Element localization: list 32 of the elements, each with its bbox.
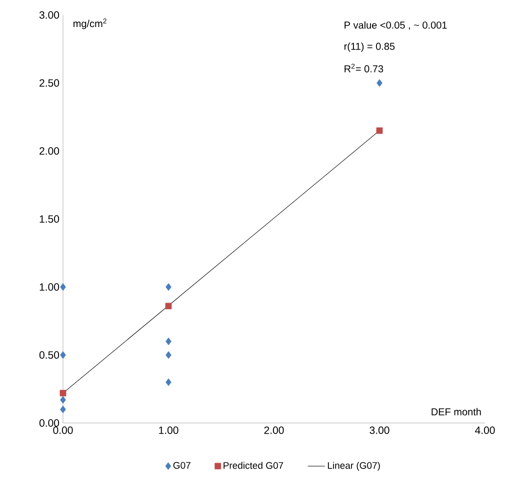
y-tick-label: 0.00 (39, 419, 60, 427)
x-tick-label: 4.00 (475, 426, 495, 434)
x-tick-label: 3.00 (370, 426, 390, 434)
point (60, 396, 66, 404)
y-tick-label: 0.50 (39, 351, 60, 359)
legend-label: G07 (173, 462, 190, 469)
point (376, 127, 383, 134)
legend-label: Linear (G07) (328, 462, 380, 471)
point (166, 283, 172, 291)
point (376, 79, 382, 87)
y-tick-label: 3.00 (39, 11, 60, 19)
annotation: P value <0.05 , ~ 0.001 (344, 21, 447, 30)
y-tick-label: 2.50 (40, 79, 60, 87)
y-tick-label: 1.50 (40, 215, 60, 223)
point (165, 302, 172, 310)
x-axis-title: DEF month (432, 408, 481, 416)
point (60, 351, 66, 359)
point (166, 378, 172, 386)
y-tick-label: 1.00 (40, 283, 60, 291)
point (60, 390, 66, 396)
y-axis-title: mg/cm$^{2}$ (74, 18, 106, 30)
x-tick-label: 2.00 (264, 426, 284, 434)
y-tick-label: 2.00 (40, 147, 60, 155)
point (166, 351, 172, 359)
point (60, 406, 66, 414)
point (166, 338, 172, 346)
x-tick-label: 1.00 (159, 426, 178, 434)
point (60, 283, 66, 291)
annotation: R$^{2}$= 0.73 (344, 64, 384, 72)
legend-label: Predicted G07 (224, 462, 284, 469)
x-tick-label: 0.00 (53, 426, 73, 434)
annotation: r(11) = 0.85 (344, 42, 395, 52)
